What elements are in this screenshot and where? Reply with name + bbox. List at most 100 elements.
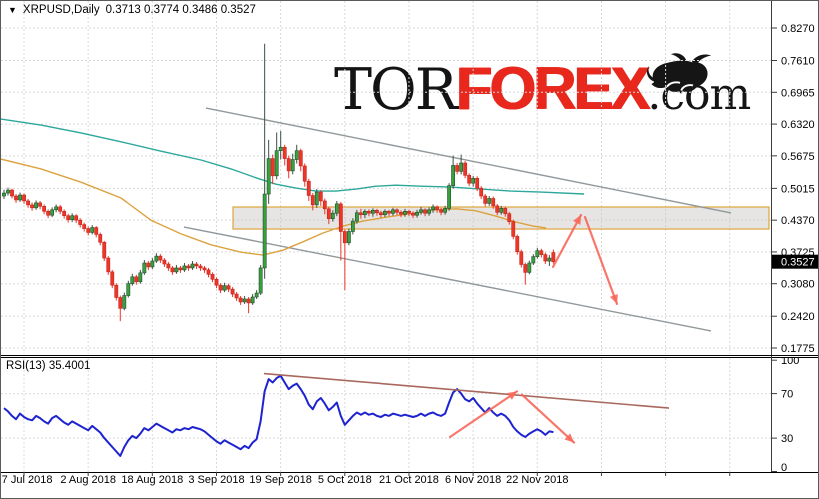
trend-arrow-line <box>551 213 583 269</box>
candle <box>539 250 544 255</box>
candle <box>507 213 512 222</box>
candle <box>178 267 183 271</box>
date-label: 5 Oct 2018 <box>317 474 372 486</box>
candle <box>399 211 403 215</box>
candle <box>190 263 195 269</box>
candle <box>10 189 14 197</box>
candle <box>154 255 159 262</box>
candle <box>14 195 18 201</box>
date-axis[interactable]: 17 Jul 2018 2 Aug 2018 18 Aug 2018 3 Sep 20… <box>1 474 779 492</box>
candle <box>170 267 175 273</box>
candle <box>186 265 191 269</box>
candle <box>463 162 468 176</box>
candle <box>467 175 472 184</box>
candle <box>242 298 247 303</box>
candle <box>383 210 387 216</box>
rsi-axis-label: 0 <box>781 462 787 474</box>
candle <box>551 252 556 262</box>
candle <box>330 212 335 219</box>
candle <box>302 165 307 182</box>
candle <box>367 210 371 214</box>
ma-fast-line <box>1 118 585 195</box>
candle <box>22 194 26 202</box>
ma-slow-line <box>1 158 547 256</box>
candle <box>479 187 484 197</box>
candle <box>362 210 367 216</box>
price-axis-label: 0.8270 <box>781 23 815 35</box>
candle <box>342 231 347 244</box>
candle <box>358 212 363 216</box>
candle <box>487 198 492 204</box>
date-label: 18 Aug 2018 <box>121 474 184 486</box>
price-axis-label: 0.5675 <box>781 151 815 163</box>
candle <box>519 251 524 265</box>
candle <box>286 158 291 172</box>
rsi-chart[interactable]: 100 70 30 0 <box>1 357 819 499</box>
candle <box>338 203 343 232</box>
price-axis-label: 0.1775 <box>781 343 815 355</box>
candle <box>254 292 259 298</box>
trend-arrow-head <box>609 294 618 304</box>
candle <box>326 208 331 219</box>
candle <box>234 293 239 299</box>
candle <box>423 209 427 214</box>
candle <box>495 205 500 213</box>
candle <box>82 224 87 229</box>
candle <box>30 204 34 209</box>
candle <box>142 262 147 274</box>
trend-arrow-head <box>573 214 581 225</box>
candle <box>146 262 151 268</box>
candle <box>515 236 520 252</box>
candle <box>198 265 203 269</box>
candle <box>106 257 111 273</box>
trend-arrow-head <box>507 391 517 400</box>
candle <box>250 296 255 304</box>
candle <box>503 208 508 215</box>
date-label: 22 Nov 2018 <box>506 474 569 486</box>
candle <box>306 180 311 196</box>
candle <box>354 212 359 222</box>
candle <box>451 165 456 186</box>
candle <box>310 195 315 206</box>
rsi-trendline <box>263 372 670 409</box>
candle <box>238 297 243 303</box>
candle <box>427 209 431 214</box>
candle <box>459 162 464 172</box>
candle <box>18 194 22 201</box>
candle <box>126 283 131 296</box>
candle <box>322 200 327 210</box>
candle <box>46 210 51 216</box>
candle <box>387 210 391 214</box>
candle <box>543 254 548 262</box>
rsi-axis-area[interactable] <box>771 357 819 472</box>
bull-icon <box>646 53 712 92</box>
candle <box>110 271 115 286</box>
candle <box>346 231 351 244</box>
candle <box>483 195 488 204</box>
candle <box>419 209 423 213</box>
candle <box>547 257 552 262</box>
candle <box>42 206 47 212</box>
candle <box>134 276 139 283</box>
candle <box>174 267 179 273</box>
candle <box>258 267 263 294</box>
candle <box>403 210 407 215</box>
rsi-axis-label: 100 <box>781 357 799 367</box>
candle <box>210 274 215 280</box>
price-chart[interactable]: 0.8270 0.7610 0.6965 0.6320 0.5675 0.5015 0.43… <box>1 1 819 357</box>
rsi-axis: 100 70 30 0 <box>771 357 819 474</box>
price-axis-area[interactable] <box>771 1 819 355</box>
symbol-dropdown-icon[interactable]: ▼ <box>8 4 17 15</box>
symbol-name: XRPUSD,Daily <box>22 4 100 16</box>
candle <box>371 209 375 214</box>
channel-line-upper <box>205 107 732 214</box>
candle <box>391 209 395 214</box>
candle <box>166 263 171 269</box>
candle <box>102 242 107 259</box>
candle <box>511 221 516 237</box>
candle <box>350 220 355 232</box>
candle <box>407 210 411 214</box>
candle <box>411 212 415 216</box>
watermark-forex: FOREX <box>455 55 651 122</box>
date-label: 17 Jul 2018 <box>0 474 53 486</box>
